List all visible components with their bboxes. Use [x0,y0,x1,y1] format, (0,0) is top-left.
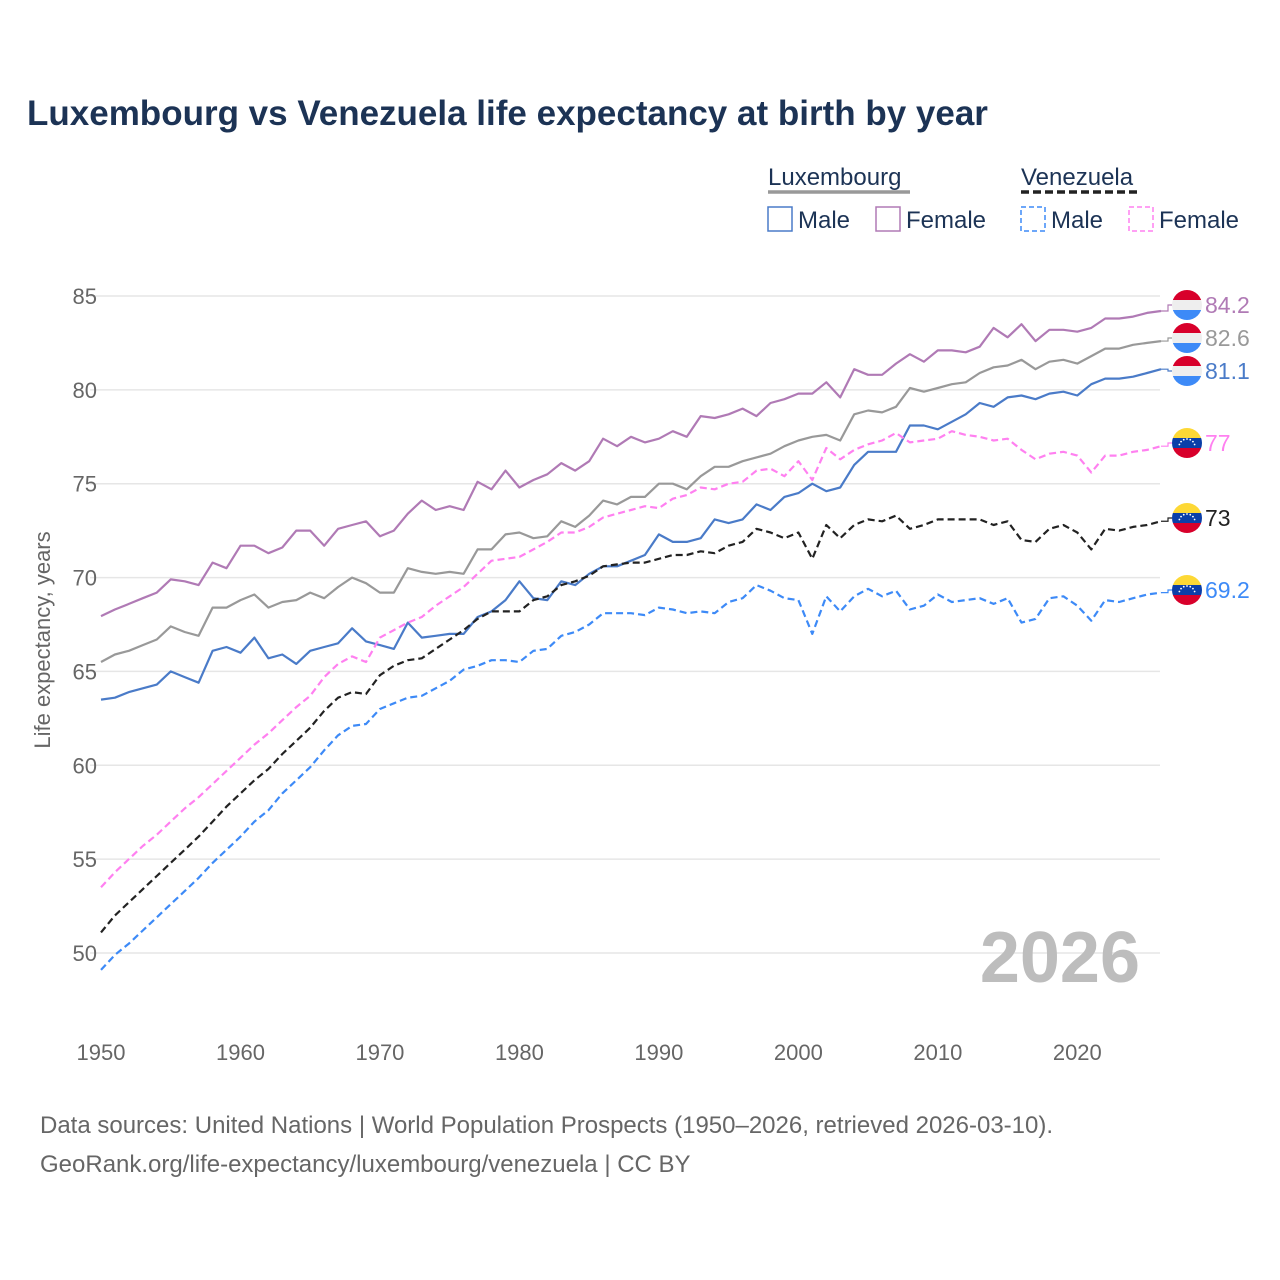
legend-item: Male [798,207,850,234]
flag-stripe [1172,428,1202,438]
legend-group-title: Venezuela [1021,164,1134,191]
y-tick-label: 75 [73,472,97,497]
flag-star [1189,585,1192,588]
legend-item: Male [1051,207,1103,234]
y-tick-label: 50 [73,941,97,966]
year-watermark: 2026 [980,918,1140,998]
series-line-venezuela-male [100,584,1162,971]
flag-stripe [1172,310,1202,320]
x-tick-label: 1990 [634,1040,683,1065]
x-tick-label: 2000 [774,1040,823,1065]
x-tick-label: 1970 [355,1040,404,1065]
end-value-label: 77 [1205,430,1231,456]
label-connector [1161,517,1172,522]
flag-stripe [1172,523,1202,533]
legend-swatch [1128,206,1154,232]
flag-star [1192,515,1194,518]
legend-swatch [1020,206,1046,232]
flag-stripe [1172,503,1202,513]
flag-star [1186,438,1188,440]
flag-star [1193,443,1196,446]
legend-item: Female [906,207,986,234]
label-connector [1161,442,1172,447]
x-tick-label: 1980 [495,1040,544,1065]
luxembourg-flag-icon [1172,356,1202,386]
x-tick-label: 1960 [216,1040,265,1065]
end-value-label: 73 [1205,505,1231,531]
legend-swatch [767,206,793,232]
legend-group-title: Luxembourg [768,164,901,191]
flag-star [1186,585,1188,587]
flag-stripe [1172,333,1202,343]
label-connector [1161,589,1172,594]
flag-stripe [1172,323,1202,333]
flag-stripe [1172,376,1202,386]
flag-star [1189,513,1192,516]
source-url[interactable]: GeoRank.org/life-expectancy/luxembourg/v… [40,1151,691,1178]
legend-swatch [875,206,901,232]
flag-stripe [1172,575,1202,585]
flag-stripe [1172,290,1202,300]
flag-star [1186,513,1188,515]
flag-stripe [1172,356,1202,366]
flag-star [1182,438,1185,441]
flag-star [1178,518,1181,521]
series-line-venezuela-total [100,514,1162,934]
x-tick-label: 2010 [913,1040,962,1065]
x-tick-label: 1950 [77,1040,126,1065]
chart-title: Luxembourg vs Venezuela life expectancy … [27,94,988,133]
y-tick-label: 55 [73,847,97,872]
y-tick-label: 80 [73,378,97,403]
flag-star [1192,587,1194,590]
label-connector [1161,368,1172,372]
flag-star [1178,590,1181,593]
y-tick-label: 65 [73,659,97,684]
flag-star [1178,443,1181,446]
flag-stripe [1172,585,1202,595]
flag-star [1180,587,1182,590]
end-value-label: 82.6 [1205,325,1250,351]
series-line-venezuela-female [100,430,1162,889]
source-note: Data sources: United Nations | World Pop… [40,1106,1053,1184]
series-line-luxembourg-total [100,340,1162,663]
y-tick-label: 60 [73,753,97,778]
end-value-label: 84.2 [1205,292,1250,318]
flag-stripe [1172,438,1202,448]
label-connector [1161,337,1172,342]
venezuela-flag-icon [1172,575,1202,605]
series-line-luxembourg-male [100,368,1162,701]
flag-stripe [1172,448,1202,458]
y-tick-label: 70 [73,566,97,591]
y-tick-label: 85 [73,284,97,309]
flag-stripe [1172,513,1202,523]
flag-star [1193,590,1196,593]
flag-stripe [1172,366,1202,376]
luxembourg-flag-icon [1172,290,1202,320]
flag-stripe [1172,595,1202,605]
venezuela-flag-icon [1172,428,1202,458]
venezuela-flag-icon [1172,503,1202,533]
flag-star [1180,440,1182,443]
flag-star [1180,515,1182,518]
label-connector [1161,304,1172,312]
flag-stripe [1172,343,1202,353]
y-axis-label: Life expectancy, years [30,531,55,748]
flag-star [1189,438,1192,441]
flag-star [1193,518,1196,521]
end-value-label: 81.1 [1205,358,1250,384]
flag-star [1182,513,1185,516]
series-line-luxembourg-female [100,309,1162,618]
luxembourg-flag-icon [1172,323,1202,353]
legend-item: Female [1159,207,1239,234]
flag-stripe [1172,300,1202,310]
flag-star [1192,440,1194,443]
x-tick-label: 2020 [1053,1040,1102,1065]
end-value-label: 69.2 [1205,577,1250,603]
source-line: Data sources: United Nations | World Pop… [40,1112,1054,1139]
flag-star [1182,585,1185,588]
